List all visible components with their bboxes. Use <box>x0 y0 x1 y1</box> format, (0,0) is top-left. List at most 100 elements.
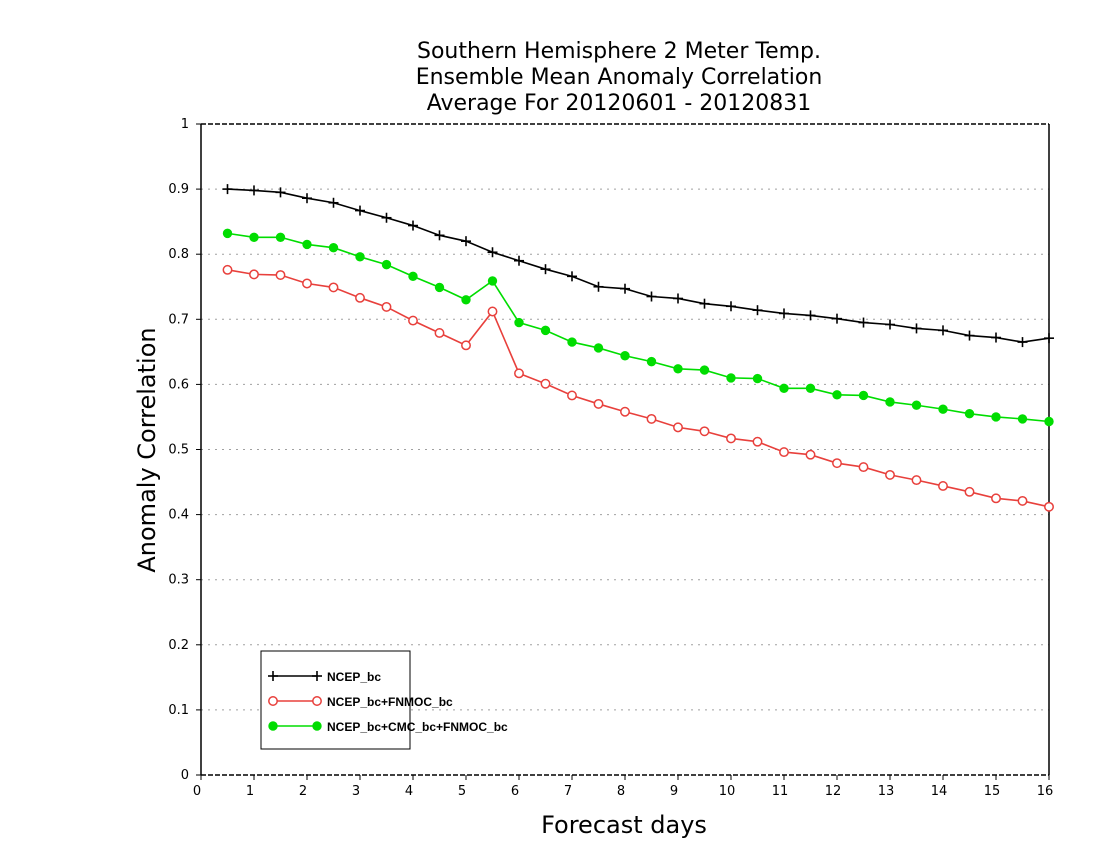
data-point-marker <box>938 404 948 414</box>
data-point-marker <box>249 232 259 242</box>
legend-label: NCEP_bc+CMC_bc+FNMOC_bc <box>327 720 508 734</box>
data-point-marker <box>646 356 657 367</box>
data-point-marker <box>222 228 233 239</box>
chart-title-line-2: Ensemble Mean Anomaly Correlation <box>416 65 823 90</box>
data-point-marker <box>805 449 816 460</box>
data-point-marker <box>302 193 312 204</box>
x-tick-label: 10 <box>719 784 736 799</box>
axes: 00.10.20.30.40.50.60.70.80.910 1 2 3 4 5 6 7 8 9 1… <box>168 117 1053 799</box>
data-point-marker <box>408 271 418 282</box>
data-point-marker <box>408 220 418 231</box>
series-line <box>227 232 1050 423</box>
data-point-marker <box>434 282 445 293</box>
y-tick-label: 0.1 <box>168 703 189 718</box>
y-tick-label: 1 <box>181 117 189 132</box>
data-point-marker <box>222 264 233 275</box>
data-point-marker <box>540 264 551 275</box>
chart-title-line-1: Southern Hemisphere 2 Meter Temp. <box>417 39 821 64</box>
data-point-marker <box>514 317 524 328</box>
data-point-marker <box>964 408 975 419</box>
data-point-marker <box>593 343 604 353</box>
data-point-marker <box>487 247 498 258</box>
data-point-marker <box>268 696 278 706</box>
data-point-marker <box>381 301 392 312</box>
x-tick-label: 11 <box>772 784 789 799</box>
data-point-marker <box>302 278 312 289</box>
data-point-marker <box>1017 414 1028 424</box>
y-tick-label: 0.4 <box>168 508 189 523</box>
data-point-marker <box>699 426 710 437</box>
legend-label: NCEP_bc+FNMOC_bc <box>327 695 453 709</box>
data-point-marker <box>805 310 816 321</box>
x-tick-label: 8 <box>617 784 625 799</box>
data-point-marker <box>964 330 975 341</box>
data-point-marker <box>328 282 339 293</box>
y-axis-title: Anomaly Correlation <box>133 327 161 572</box>
data-point-marker <box>911 323 922 334</box>
data-point-marker <box>1044 416 1054 427</box>
data-point-marker <box>1044 333 1054 344</box>
data-point-marker <box>381 259 392 270</box>
legend-box <box>260 650 411 750</box>
legend-label: NCEP_bc <box>327 670 381 684</box>
data-point-marker <box>222 184 233 195</box>
data-point-marker <box>487 276 498 286</box>
data-point-marker <box>620 406 630 417</box>
x-tick-label: 15 <box>984 784 1001 799</box>
data-point-marker <box>991 493 1001 504</box>
data-point-marker <box>268 721 278 731</box>
data-point-marker <box>938 325 948 336</box>
data-point-marker <box>779 447 789 458</box>
legend-entry-1: NCEP_bc <box>268 670 381 684</box>
data-point-marker <box>461 295 471 305</box>
x-tick-label: 6 <box>511 784 519 799</box>
data-point-marker <box>268 671 278 681</box>
data-point-marker <box>1017 495 1028 506</box>
data-point-marker <box>540 325 551 336</box>
series-line <box>227 188 1050 343</box>
data-point-marker <box>620 283 630 294</box>
data-point-marker <box>514 255 524 266</box>
data-point-marker <box>275 232 286 242</box>
x-tick-label: 2 <box>299 784 307 799</box>
data-point-marker <box>593 398 604 409</box>
data-point-marker <box>832 458 842 469</box>
x-tick-label: 13 <box>878 784 895 799</box>
data-point-marker <box>461 236 471 247</box>
x-tick-label: 3 <box>352 784 360 799</box>
data-point-marker <box>328 242 339 253</box>
x-tick-label: 16 <box>1037 784 1054 799</box>
data-point-marker <box>673 364 683 374</box>
data-point-marker <box>514 368 524 379</box>
x-tick-label: 4 <box>405 784 413 799</box>
data-point-marker <box>381 212 392 223</box>
data-point-marker <box>461 340 471 351</box>
data-point-marker <box>991 412 1001 422</box>
data-point-marker <box>858 462 869 473</box>
data-point-marker <box>673 422 683 433</box>
data-point-marker <box>567 390 577 401</box>
y-tick-label: 0 <box>181 768 189 783</box>
data-point-marker <box>249 269 259 280</box>
data-point-marker <box>275 270 286 280</box>
x-tick-label: 1 <box>246 784 254 799</box>
data-point-marker <box>312 721 322 731</box>
data-point-marker <box>408 315 418 326</box>
series-layer <box>222 184 1054 512</box>
data-point-marker <box>832 313 842 324</box>
y-tick-label: 0.6 <box>168 377 189 392</box>
data-point-marker <box>355 292 365 303</box>
data-point-marker <box>434 230 445 241</box>
data-point-marker <box>593 281 604 292</box>
x-tick-label: 0 <box>193 784 201 799</box>
data-point-marker <box>858 390 869 401</box>
data-point-marker <box>355 252 365 262</box>
data-point-marker <box>858 317 869 328</box>
chart-title: Southern Hemisphere 2 Meter Temp. Ensemb… <box>416 39 823 116</box>
data-point-marker <box>275 187 286 198</box>
data-point-marker <box>911 400 922 410</box>
series-1 <box>222 184 1054 348</box>
y-tick-label: 0.7 <box>168 312 189 327</box>
data-point-marker <box>312 696 322 706</box>
data-point-marker <box>673 293 683 304</box>
